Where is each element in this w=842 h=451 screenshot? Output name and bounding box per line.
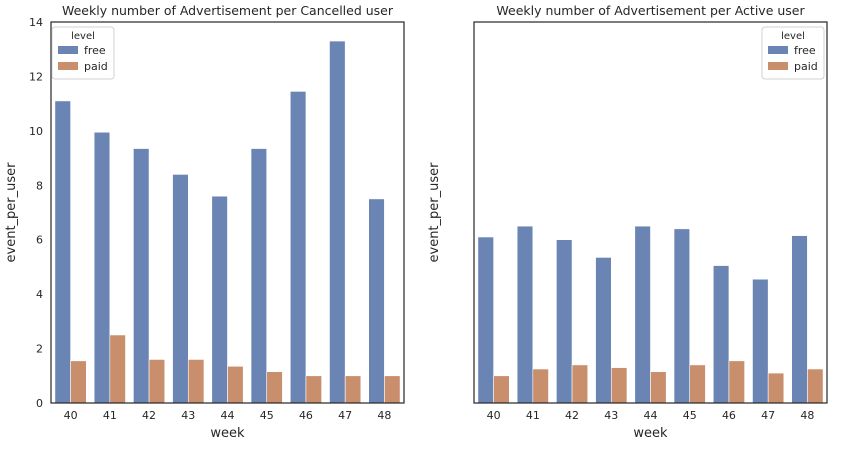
legend: level free paid — [51, 26, 115, 80]
legend-swatch-paid — [768, 62, 788, 70]
bar-free-week-47 — [329, 40, 346, 404]
x-tick-label: 47 — [338, 409, 352, 422]
bar-free-week-43 — [595, 257, 612, 404]
legend-swatch-paid — [58, 62, 78, 70]
bar-free-week-46 — [712, 265, 730, 404]
y-tick-label: 8 — [36, 179, 43, 192]
bar-free-week-48 — [791, 235, 808, 404]
x-tick-label: 46 — [722, 409, 736, 422]
bar-paid-week-43 — [610, 367, 628, 404]
bar-free-week-41 — [516, 225, 534, 404]
bar-paid-week-48 — [384, 375, 401, 404]
x-tick-label: 43 — [181, 409, 195, 422]
x-axis-title: week — [633, 426, 668, 441]
legend-swatch-free — [768, 46, 788, 54]
bar-free-week-48 — [368, 198, 385, 404]
bar-paid-week-44 — [227, 365, 244, 404]
x-tick-label: 46 — [299, 409, 313, 422]
y-tick-label: 0 — [36, 397, 43, 410]
bar-free-week-45 — [250, 148, 268, 404]
y-tick-label: 2 — [36, 343, 43, 356]
chart-panel-2: 40 41 42 43 44 45 46 47 48 week event_per_user Week… — [427, 3, 828, 441]
y-tick-label: 6 — [36, 234, 43, 247]
bar-free-week-43 — [172, 174, 189, 404]
bar-paid-week-45 — [266, 371, 283, 404]
bar-free-week-41 — [93, 131, 111, 404]
bar-paid-week-44 — [650, 371, 667, 404]
y-tick-label: 12 — [29, 70, 43, 83]
y-tick-label: 4 — [36, 288, 43, 301]
bar-paid-week-40 — [493, 375, 510, 404]
y-axis-title: event_per_user — [4, 162, 19, 263]
plot-frame — [473, 21, 828, 404]
x-tick-label: 40 — [64, 409, 78, 422]
bar-paid-week-48 — [807, 368, 824, 404]
bar-free-week-40 — [477, 236, 494, 404]
legend: level free paid — [761, 26, 825, 80]
bar-free-week-44 — [634, 225, 651, 404]
chart-title: Weekly number of Advertisement per Activ… — [496, 3, 805, 18]
x-tick-label: 45 — [260, 409, 274, 422]
bar-paid-week-41 — [109, 334, 126, 404]
bar-paid-week-46 — [728, 360, 745, 404]
bar-paid-week-43 — [187, 359, 205, 404]
y-tick-label: 14 — [29, 16, 43, 29]
bar-free-week-45 — [673, 228, 691, 404]
x-tick-label: 44 — [644, 409, 658, 422]
bar-free-week-42 — [556, 239, 573, 404]
bar-free-week-44 — [211, 195, 228, 404]
bar-free-week-42 — [133, 148, 150, 404]
x-tick-label: 42 — [142, 409, 156, 422]
legend-title: level — [71, 31, 95, 42]
bar-free-week-46 — [289, 91, 307, 404]
x-axis-title: week — [210, 426, 245, 441]
bar-paid-week-42 — [571, 364, 589, 404]
x-tick-label: 44 — [221, 409, 235, 422]
x-tick-label: 41 — [103, 409, 117, 422]
bar-paid-week-47 — [767, 372, 785, 404]
legend-swatch-free — [58, 46, 78, 54]
plot-frame — [50, 21, 405, 404]
bar-free-week-47 — [752, 278, 769, 404]
x-tick-label: 45 — [683, 409, 697, 422]
legend-label-free: free — [794, 44, 816, 57]
legend-label-free: free — [84, 44, 106, 57]
legend-title: level — [781, 31, 805, 42]
y-tick-label: 10 — [29, 125, 43, 138]
bar-paid-week-40 — [70, 360, 87, 404]
y-axis-title: event_per_user — [427, 162, 442, 263]
x-tick-label: 40 — [487, 409, 501, 422]
bar-paid-week-45 — [689, 364, 706, 404]
bar-free-week-40 — [54, 100, 71, 404]
legend-label-paid: paid — [794, 60, 818, 73]
legend-label-paid: paid — [84, 60, 108, 73]
bar-paid-week-41 — [532, 368, 549, 404]
x-tick-label: 42 — [565, 409, 579, 422]
x-tick-label: 43 — [604, 409, 618, 422]
bar-paid-week-47 — [344, 375, 362, 404]
x-tick-label: 48 — [377, 409, 391, 422]
chart-title: Weekly number of Advertisement per Cance… — [62, 3, 394, 18]
bar-paid-week-46 — [305, 375, 322, 404]
x-tick-label: 47 — [761, 409, 775, 422]
chart-panel-1: 40 41 42 43 44 45 46 47 4802468101214weekevent_p… — [4, 3, 405, 441]
x-tick-label: 41 — [526, 409, 540, 422]
x-tick-label: 48 — [800, 409, 814, 422]
bar-paid-week-42 — [148, 359, 166, 404]
